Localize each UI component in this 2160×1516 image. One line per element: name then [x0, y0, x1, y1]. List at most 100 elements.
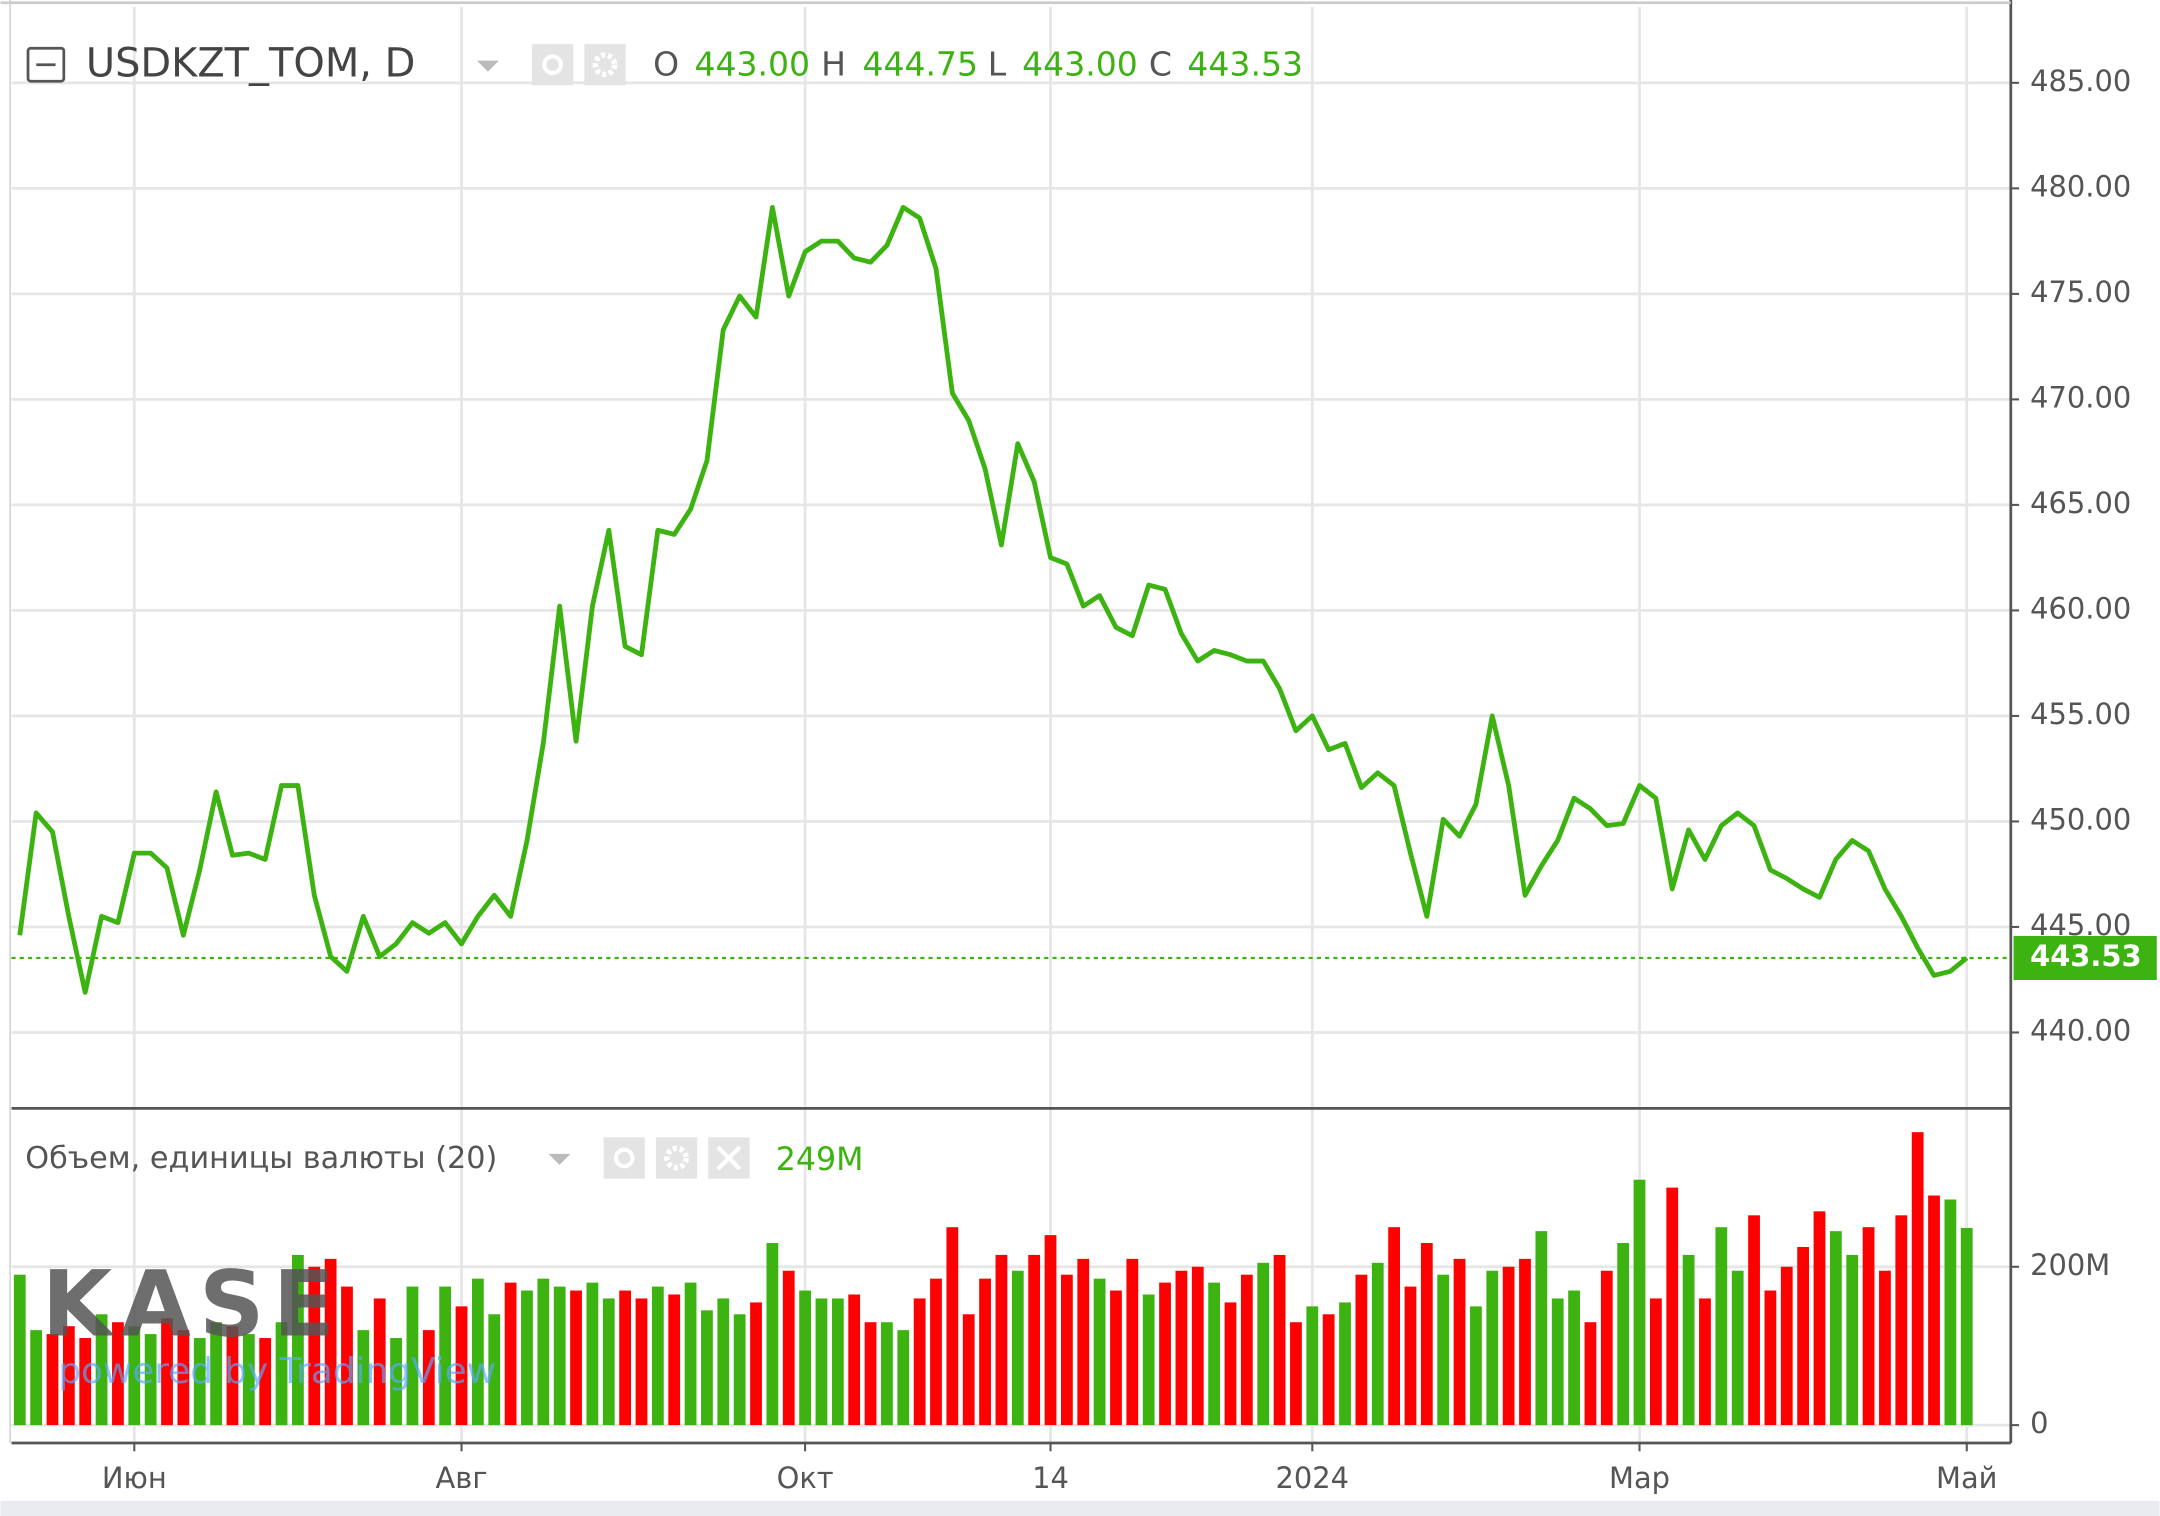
- volume-bar: [1110, 1290, 1122, 1426]
- volume-bar: [95, 1314, 108, 1426]
- y-tick-label: 475.00: [2030, 275, 2131, 309]
- volume-bar: [1715, 1227, 1728, 1426]
- volume-bar: [439, 1286, 452, 1426]
- volume-bar: [455, 1306, 468, 1426]
- volume-bar: [161, 1318, 173, 1426]
- settings-button[interactable]: [584, 44, 626, 86]
- volume-bar: [1535, 1231, 1548, 1426]
- ohlc-value: 443.53: [1187, 45, 1303, 84]
- watermark: KASE powered by TradingView: [42, 1253, 496, 1392]
- volume-bar: [930, 1278, 942, 1426]
- volume-bar: [635, 1298, 648, 1426]
- price-line: [17, 204, 1969, 995]
- volume-bar: [1028, 1254, 1041, 1426]
- volume-bar: [1519, 1258, 1531, 1426]
- volume-bar: [1257, 1262, 1270, 1426]
- volume-bar: [406, 1286, 419, 1426]
- volume-bar: [684, 1282, 697, 1426]
- volume-bar: [1224, 1302, 1237, 1426]
- volume-bar: [750, 1302, 762, 1426]
- volume-bar: [717, 1298, 730, 1426]
- volume-bar: [995, 1254, 1008, 1426]
- volume-bar: [570, 1290, 582, 1426]
- x-tick-label: Авг: [436, 1461, 488, 1495]
- volume-bar: [733, 1314, 746, 1426]
- volume-bar: [1142, 1294, 1155, 1426]
- volume-bar: [651, 1286, 664, 1426]
- volume-bar: [341, 1286, 353, 1426]
- volume-bar: [30, 1330, 43, 1426]
- volume-bar: [1175, 1270, 1188, 1426]
- volume-bar: [1748, 1215, 1760, 1426]
- volume-bar: [471, 1278, 484, 1426]
- volume-bar: [1928, 1195, 1940, 1426]
- volume-bar: [1077, 1258, 1090, 1426]
- last-price-box: [2013, 935, 2157, 980]
- volume-bar: [1862, 1227, 1875, 1426]
- x-tick-label: Июн: [102, 1461, 167, 1495]
- volume-bar: [1617, 1243, 1630, 1426]
- volume-legend: Объем, единицы валюты (20) 249M: [25, 1137, 863, 1179]
- y-tick-label: 465.00: [2030, 486, 2131, 520]
- volume-bar: [946, 1227, 959, 1426]
- volume-bar: [1355, 1274, 1368, 1426]
- ohlc-value: 443.00: [1022, 45, 1138, 84]
- volume-bar: [177, 1330, 190, 1426]
- volume-bar: [1600, 1270, 1613, 1426]
- volume-bar: [128, 1326, 141, 1426]
- volume-bar: [13, 1274, 26, 1426]
- volume-bar: [79, 1338, 92, 1426]
- volume-bar: [1682, 1254, 1695, 1426]
- volume-bar: [504, 1282, 517, 1426]
- volume-bar: [848, 1294, 861, 1426]
- volume-bar: [144, 1334, 157, 1426]
- eye-button[interactable]: [603, 1137, 645, 1179]
- volume-bar: [1044, 1235, 1057, 1426]
- gear-icon: [664, 1145, 689, 1171]
- volume-bar: [537, 1278, 550, 1426]
- x-tick-label: Мар: [1609, 1461, 1670, 1495]
- volume-bar: [979, 1278, 991, 1426]
- volume-bar: [1960, 1227, 1973, 1426]
- x-tick-label: Май: [1936, 1461, 1997, 1495]
- volume-bar: [1649, 1298, 1662, 1426]
- volume-bar: [1502, 1266, 1515, 1426]
- volume-bar: [390, 1338, 402, 1426]
- y-tick-label: 460.00: [2030, 591, 2131, 625]
- volume-bar: [1797, 1246, 1810, 1426]
- ohlc-value: 443.00: [694, 45, 810, 84]
- volume-bar: [373, 1298, 386, 1426]
- volume-bar: [1060, 1274, 1073, 1426]
- volume-bar: [308, 1266, 321, 1426]
- volume-bar: [815, 1298, 828, 1426]
- volume-bar: [1568, 1290, 1580, 1426]
- ohlc-name: O: [653, 45, 679, 84]
- volume-bar: [962, 1314, 975, 1426]
- dropdown-arrow[interactable]: [548, 1153, 571, 1165]
- volume-bar: [242, 1334, 255, 1426]
- volume-bar: [1699, 1298, 1711, 1426]
- eye-button[interactable]: [531, 44, 574, 86]
- volume-bar: [1551, 1298, 1564, 1426]
- volume-bar: [1633, 1179, 1646, 1426]
- ohlc-name: H: [821, 45, 846, 84]
- volume-bar: [782, 1270, 795, 1426]
- volume-bar: [1780, 1266, 1793, 1426]
- symbol-title: USDKZT_TOM, D: [86, 41, 416, 87]
- volume-bar: [913, 1298, 926, 1426]
- x-tick-label: 14: [1032, 1461, 1069, 1495]
- ohlc-value: 444.75: [862, 45, 978, 84]
- volume-bar: [1437, 1274, 1450, 1426]
- volume-bar: [1879, 1270, 1891, 1426]
- dropdown-arrow[interactable]: [476, 60, 499, 72]
- volume-bar: [1764, 1290, 1777, 1426]
- settings-button[interactable]: [655, 1137, 698, 1179]
- last-price-label: 443.53: [2030, 939, 2142, 973]
- volume-bar: [1829, 1231, 1842, 1426]
- volume-title: Объем, единицы валюты (20): [25, 1141, 497, 1176]
- legend-header: USDKZT_TOM, D O 443.00 H 444.75 L 443.00…: [26, 41, 1303, 87]
- x-tick-label: 2024: [1276, 1461, 1350, 1495]
- close-icon: [716, 1145, 742, 1171]
- y-tick-label: 450.00: [2030, 802, 2131, 836]
